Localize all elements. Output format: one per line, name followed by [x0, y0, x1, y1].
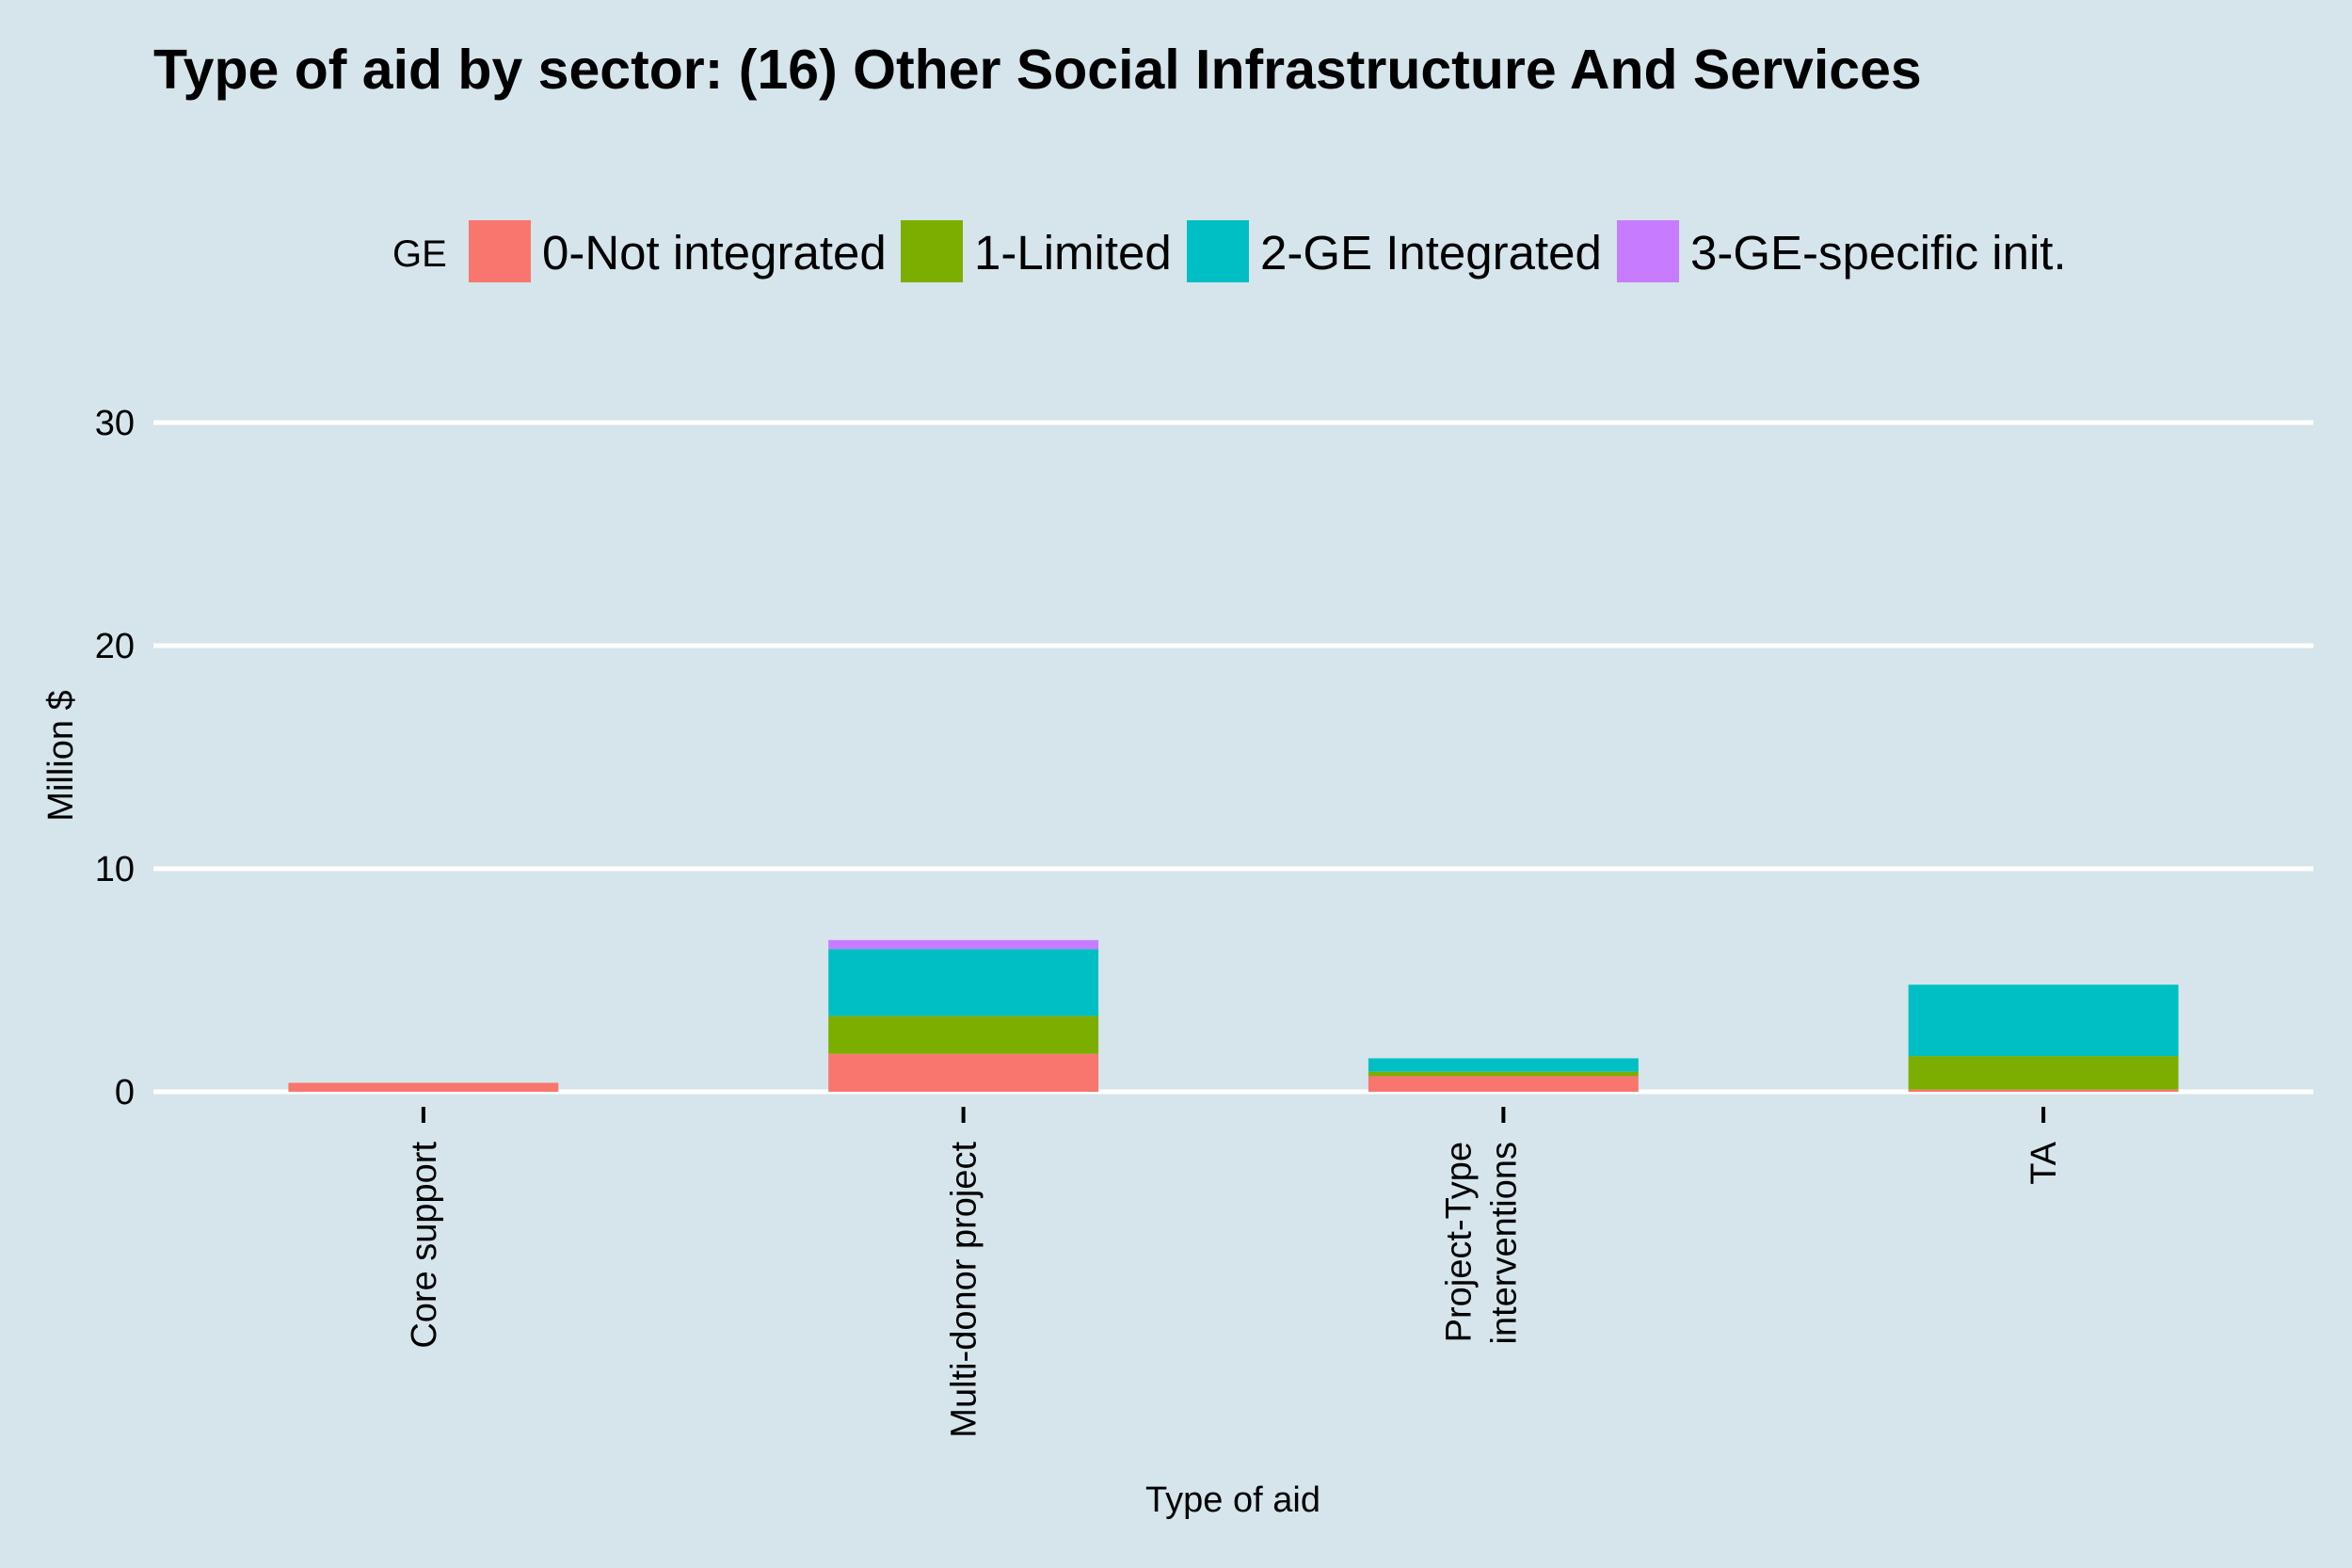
- y-tick-label: 0: [115, 1073, 135, 1112]
- bar-segment: [828, 949, 1099, 1016]
- legend-item: 2-GE Integrated: [1187, 220, 1602, 282]
- x-tick-label: TA: [2024, 1141, 2064, 1184]
- bar-segment: [1368, 1058, 1639, 1072]
- y-axis-title: Million $: [41, 690, 81, 821]
- legend-swatch: [1617, 220, 1679, 282]
- bar-segment: [1908, 1056, 2179, 1090]
- chart-title: Type of aid by sector: (16) Other Social…: [153, 39, 1922, 101]
- legend-label: 2-GE Integrated: [1260, 226, 1602, 280]
- legend-label: 3-GE-specific init.: [1690, 226, 2067, 280]
- bar-segment: [1908, 984, 2179, 1057]
- x-tick-label: Core support: [405, 1142, 444, 1349]
- y-axis-ticks: 0 10 20 30: [95, 404, 135, 1112]
- bar-segment: [1908, 1089, 2179, 1092]
- legend: GE 0-Not integrated 1-Limited 2-GE Integra…: [392, 220, 2067, 282]
- y-tick-label: 30: [95, 404, 135, 443]
- bar-segment: [288, 1082, 559, 1092]
- bar-segment: [828, 939, 1099, 950]
- bars: [288, 939, 2179, 1092]
- bar-segment: [828, 1016, 1099, 1054]
- legend-title: GE: [392, 233, 447, 275]
- x-tick-label: interventions: [1484, 1142, 1524, 1344]
- x-axis-title: Type of aid: [1145, 1480, 1320, 1520]
- legend-label: 0-Not integrated: [542, 226, 887, 280]
- legend-swatch: [469, 220, 531, 282]
- x-tick-label: Project-Type: [1439, 1142, 1479, 1342]
- bar-segment: [1368, 1071, 1639, 1077]
- x-axis-ticks: Core support Multi-donor project Project-T…: [405, 1107, 2064, 1438]
- y-tick-label: 20: [95, 627, 135, 666]
- legend-swatch: [901, 220, 963, 282]
- legend-label: 1-Limited: [974, 226, 1172, 280]
- legend-item: 0-Not integrated: [469, 220, 887, 282]
- legend-item: 1-Limited: [901, 220, 1172, 282]
- bar-segment: [828, 1053, 1099, 1092]
- legend-swatch: [1187, 220, 1249, 282]
- y-tick-label: 10: [95, 850, 135, 889]
- x-tick-label: Multi-donor project: [945, 1142, 984, 1438]
- bar-segment: [1368, 1076, 1639, 1092]
- legend-item: 3-GE-specific init.: [1617, 220, 2067, 282]
